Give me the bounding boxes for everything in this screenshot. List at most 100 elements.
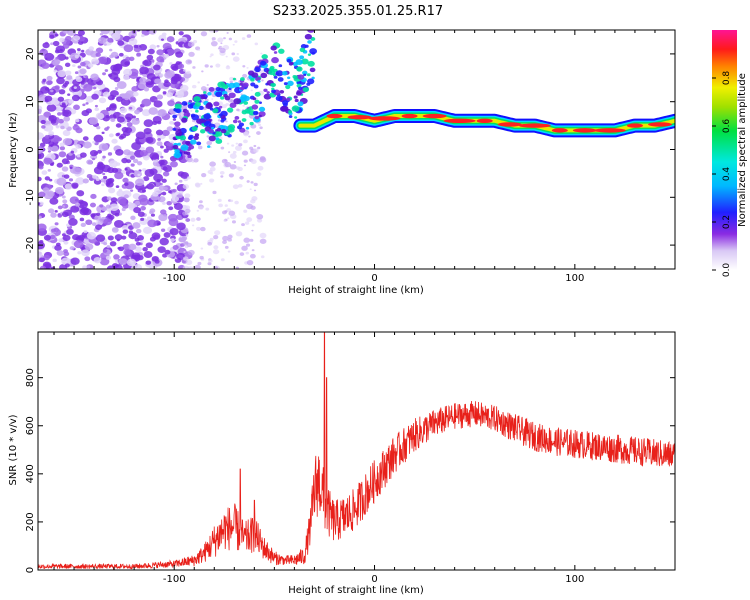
signal-blob — [310, 37, 316, 41]
ridge-peak — [476, 118, 493, 124]
signal-blob — [229, 102, 237, 108]
noise-blob — [219, 170, 225, 175]
noise-blob — [73, 86, 77, 89]
noise-blob — [180, 84, 189, 92]
noise-blob — [64, 263, 70, 268]
noise-blob — [185, 218, 191, 222]
noise-blob — [243, 139, 248, 144]
noise-blob — [38, 223, 47, 232]
noise-blob — [104, 69, 109, 72]
noise-blob — [77, 65, 82, 69]
noise-blob — [206, 84, 209, 86]
noise-blob — [79, 217, 85, 222]
noise-blob — [44, 87, 50, 91]
noise-blob — [180, 171, 189, 179]
noise-blob — [96, 125, 101, 130]
noise-blob — [208, 30, 215, 33]
noise-blob — [81, 49, 85, 53]
noise-blob — [235, 266, 240, 269]
noise-blob — [226, 208, 231, 212]
noise-blob — [145, 81, 154, 88]
snr-frame — [37, 331, 676, 571]
noise-blob — [200, 226, 206, 232]
signal-blob — [228, 92, 236, 99]
noise-blob — [157, 109, 167, 117]
signal-blob — [250, 82, 256, 87]
signal-blob — [304, 33, 312, 40]
noise-blob — [38, 108, 42, 114]
signal-blob — [293, 95, 298, 99]
noise-blob — [56, 162, 63, 168]
noise-blob — [77, 251, 82, 255]
signal-blob — [234, 116, 240, 120]
y-tick-label: 600 — [25, 416, 36, 435]
noise-blob — [90, 193, 97, 200]
noise-blob — [43, 254, 51, 261]
noise-blob — [235, 145, 242, 151]
noise-blob — [160, 155, 164, 159]
noise-blob — [253, 189, 257, 192]
signal-blob — [270, 83, 275, 87]
noise-blob — [225, 120, 228, 123]
signal-blob — [172, 144, 179, 150]
noise-blob — [70, 257, 80, 265]
noise-blob — [149, 44, 157, 50]
ridge-peak — [497, 122, 522, 127]
noise-blob — [187, 41, 195, 47]
noise-blob — [43, 191, 54, 200]
noise-blob — [112, 263, 119, 269]
noise-blob — [72, 124, 80, 131]
noise-blob — [62, 83, 68, 88]
noise-blob — [117, 40, 125, 46]
noise-blob — [185, 259, 193, 266]
noise-blob — [116, 196, 127, 205]
noise-blob — [130, 163, 135, 167]
noise-blob — [122, 177, 129, 183]
noise-blob — [61, 166, 69, 172]
noise-blob — [169, 227, 179, 236]
noise-blob — [108, 73, 113, 77]
noise-blob — [128, 230, 134, 234]
noise-blob — [228, 173, 234, 178]
noise-blob — [256, 218, 263, 223]
noise-blob — [110, 197, 118, 203]
noise-blob — [257, 146, 261, 150]
signal-blob — [174, 103, 182, 110]
noise-blob — [73, 104, 80, 111]
noise-blob — [95, 224, 103, 230]
noise-blob — [246, 217, 253, 222]
noise-blob — [147, 216, 152, 220]
signal-blob — [242, 82, 249, 88]
signal-blob — [258, 106, 266, 112]
noise-blob — [58, 238, 64, 243]
noise-blob — [116, 190, 125, 197]
noise-blob — [160, 159, 168, 166]
noise-blob — [74, 71, 79, 75]
ridge-peak — [572, 128, 597, 133]
ridge-peak — [593, 128, 626, 133]
signal-blob — [252, 97, 257, 101]
noise-blob — [227, 250, 231, 253]
noise-blob — [56, 250, 64, 256]
colorbar-tick-label: 0.8 — [722, 71, 732, 86]
noise-blob — [251, 224, 255, 227]
noise-blob — [128, 225, 134, 230]
signal-blob — [175, 108, 181, 114]
noise-blob — [135, 241, 141, 246]
noise-blob — [89, 202, 97, 208]
noise-blob — [173, 202, 183, 211]
noise-blob — [238, 143, 243, 147]
noise-blob — [102, 249, 108, 253]
noise-blob — [50, 89, 54, 93]
noise-blob — [75, 144, 82, 149]
noise-blob — [226, 32, 229, 34]
noise-blob — [229, 76, 235, 81]
noise-blob — [113, 220, 124, 228]
signal-blob — [241, 118, 247, 122]
signal-blob — [216, 127, 222, 132]
noise-blob — [174, 182, 178, 186]
signal-blob — [240, 77, 245, 82]
noise-blob — [243, 159, 248, 163]
noise-blob — [95, 234, 106, 242]
signal-blob — [254, 91, 261, 97]
